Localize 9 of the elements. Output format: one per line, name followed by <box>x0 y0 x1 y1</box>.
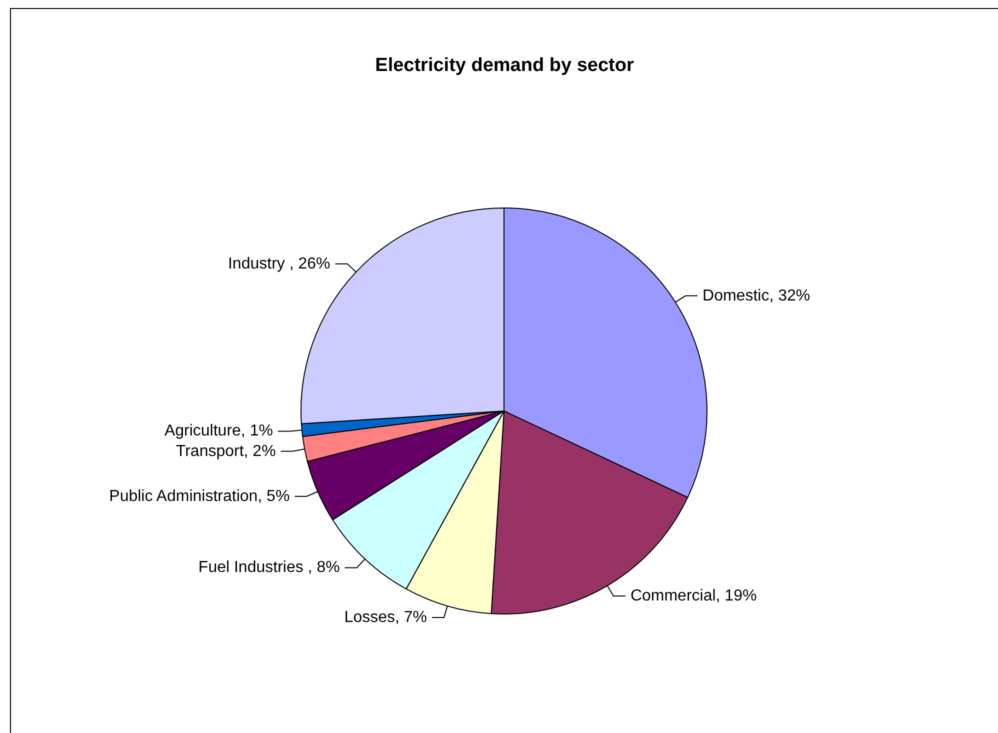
slice-label: Commercial, 19% <box>630 588 757 605</box>
slice-label: Fuel Industries , 8% <box>198 559 340 576</box>
slice-label: Losses, 7% <box>344 608 428 626</box>
slice-label: Domestic, 32% <box>702 287 810 304</box>
slice-label: Transport, 2% <box>176 442 276 460</box>
chart-title: Electricity demand by sector <box>375 55 634 76</box>
slice-label: Industry , 26% <box>228 255 330 272</box>
slice-label: Public Administration, 5% <box>109 488 290 505</box>
slice-label: Agriculture, 1% <box>164 422 273 440</box>
